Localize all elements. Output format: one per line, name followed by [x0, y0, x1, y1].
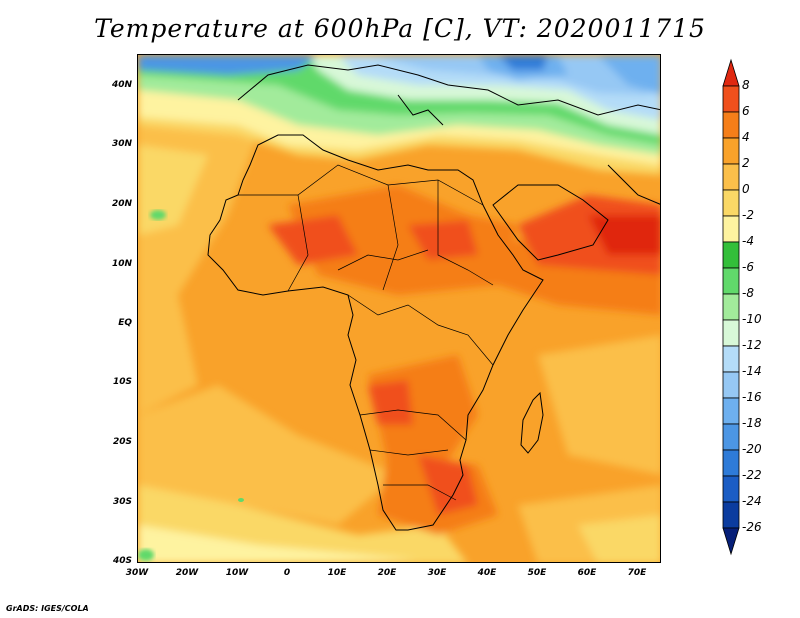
colorbar-label: 6 — [742, 104, 750, 118]
lon-label: 70E — [627, 568, 647, 578]
colorbar-segment — [722, 449, 740, 477]
lon-label: 10W — [225, 568, 249, 578]
colorbar-label: -16 — [742, 390, 762, 404]
colorbar-segment — [722, 293, 740, 321]
colorbar-segment — [722, 475, 740, 503]
colorbar-label: 4 — [742, 130, 750, 144]
lon-label: 20W — [175, 568, 199, 578]
lon-label: 60E — [577, 568, 597, 578]
lon-label: 50E — [527, 568, 547, 578]
colorbar-label: 0 — [742, 182, 750, 196]
lat-label: 10S — [112, 377, 132, 387]
colorbar-segment — [722, 345, 740, 373]
colorbar-segment — [722, 397, 740, 425]
lat-label: 30N — [111, 139, 132, 149]
lat-label: 40N — [111, 80, 132, 90]
colorbar-segment — [722, 111, 740, 139]
colorbar-label: -24 — [742, 494, 762, 508]
colorbar-segment — [722, 371, 740, 399]
colorbar-label: -18 — [742, 416, 762, 430]
colorbar-label: -26 — [742, 520, 762, 534]
colorbar-label: -12 — [742, 338, 762, 352]
temperature-map — [137, 54, 661, 563]
colorbar-segment — [722, 527, 740, 556]
colorbar — [722, 58, 740, 556]
lon-label: 0 — [283, 568, 291, 578]
colorbar-label: -22 — [742, 468, 762, 482]
colorbar-segment — [722, 423, 740, 451]
colorbar-segment — [722, 58, 740, 87]
lat-label: 40S — [112, 556, 132, 566]
colorbar-label: -2 — [742, 208, 754, 222]
credit-text: GrADS: IGES/COLA — [6, 604, 89, 613]
lat-label: EQ — [118, 318, 132, 328]
colorbar-label: -20 — [742, 442, 762, 456]
lon-label: 30W — [125, 568, 149, 578]
lon-label: 40E — [477, 568, 497, 578]
lon-label: 20E — [377, 568, 397, 578]
colorbar-segment — [722, 137, 740, 165]
colorbar-segment — [722, 501, 740, 529]
colorbar-segment — [722, 267, 740, 295]
lat-label: 10N — [111, 259, 132, 269]
lat-label: 30S — [112, 497, 132, 507]
colorbar-segment — [722, 163, 740, 191]
colorbar-label: -6 — [742, 260, 754, 274]
colorbar-segment — [722, 319, 740, 347]
colorbar-segment — [722, 215, 740, 243]
lat-label: 20S — [112, 437, 132, 447]
lat-label: 20N — [111, 199, 132, 209]
colorbar-label: -10 — [742, 312, 762, 326]
colorbar-segment — [722, 189, 740, 217]
colorbar-label: -4 — [742, 234, 754, 248]
colorbar-segment — [722, 241, 740, 269]
lon-label: 10E — [327, 568, 347, 578]
map-title: Temperature at 600hPa [C], VT: 202001171… — [94, 14, 706, 43]
colorbar-label: 8 — [742, 78, 750, 92]
lon-label: 30E — [427, 568, 447, 578]
colorbar-label: 2 — [742, 156, 750, 170]
colorbar-label: -14 — [742, 364, 762, 378]
temperature-field — [138, 55, 660, 562]
colorbar-label: -8 — [742, 286, 754, 300]
colorbar-segment — [722, 85, 740, 113]
